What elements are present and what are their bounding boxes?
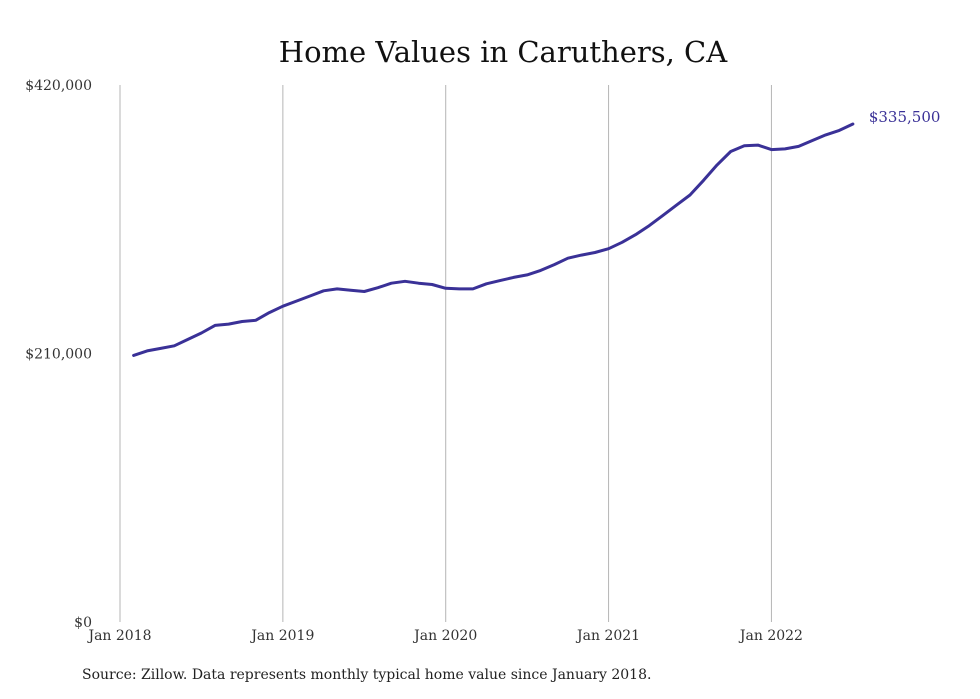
x-axis-tick-labels: Jan 2018 Jan 2019 Jan 2020 Jan 2021 Jan 2022: [86, 628, 802, 644]
x-tick-label: Jan 2022: [738, 628, 803, 644]
vertical-gridlines: [119, 85, 772, 622]
x-tick-label: Jan 2018: [86, 628, 151, 644]
x-tick-label: Jan 2019: [249, 628, 314, 644]
y-tick-label: $0: [74, 615, 92, 631]
y-axis-tick-labels: $0 $210,000 $420,000: [25, 78, 92, 631]
chart-title: Home Values in Caruthers, CA: [279, 35, 728, 69]
x-tick-label: Jan 2021: [575, 628, 640, 644]
end-value-label-group: $335,500: [869, 108, 941, 126]
y-tick-label: $210,000: [25, 347, 92, 363]
y-tick-label: $420,000: [25, 78, 92, 94]
x-tick-label: Jan 2020: [412, 628, 477, 644]
end-value-label: $335,500: [869, 108, 941, 126]
source-note: Source: Zillow. Data represents monthly …: [82, 667, 652, 683]
home-value-line: [132, 122, 855, 357]
series-group: [132, 122, 855, 357]
